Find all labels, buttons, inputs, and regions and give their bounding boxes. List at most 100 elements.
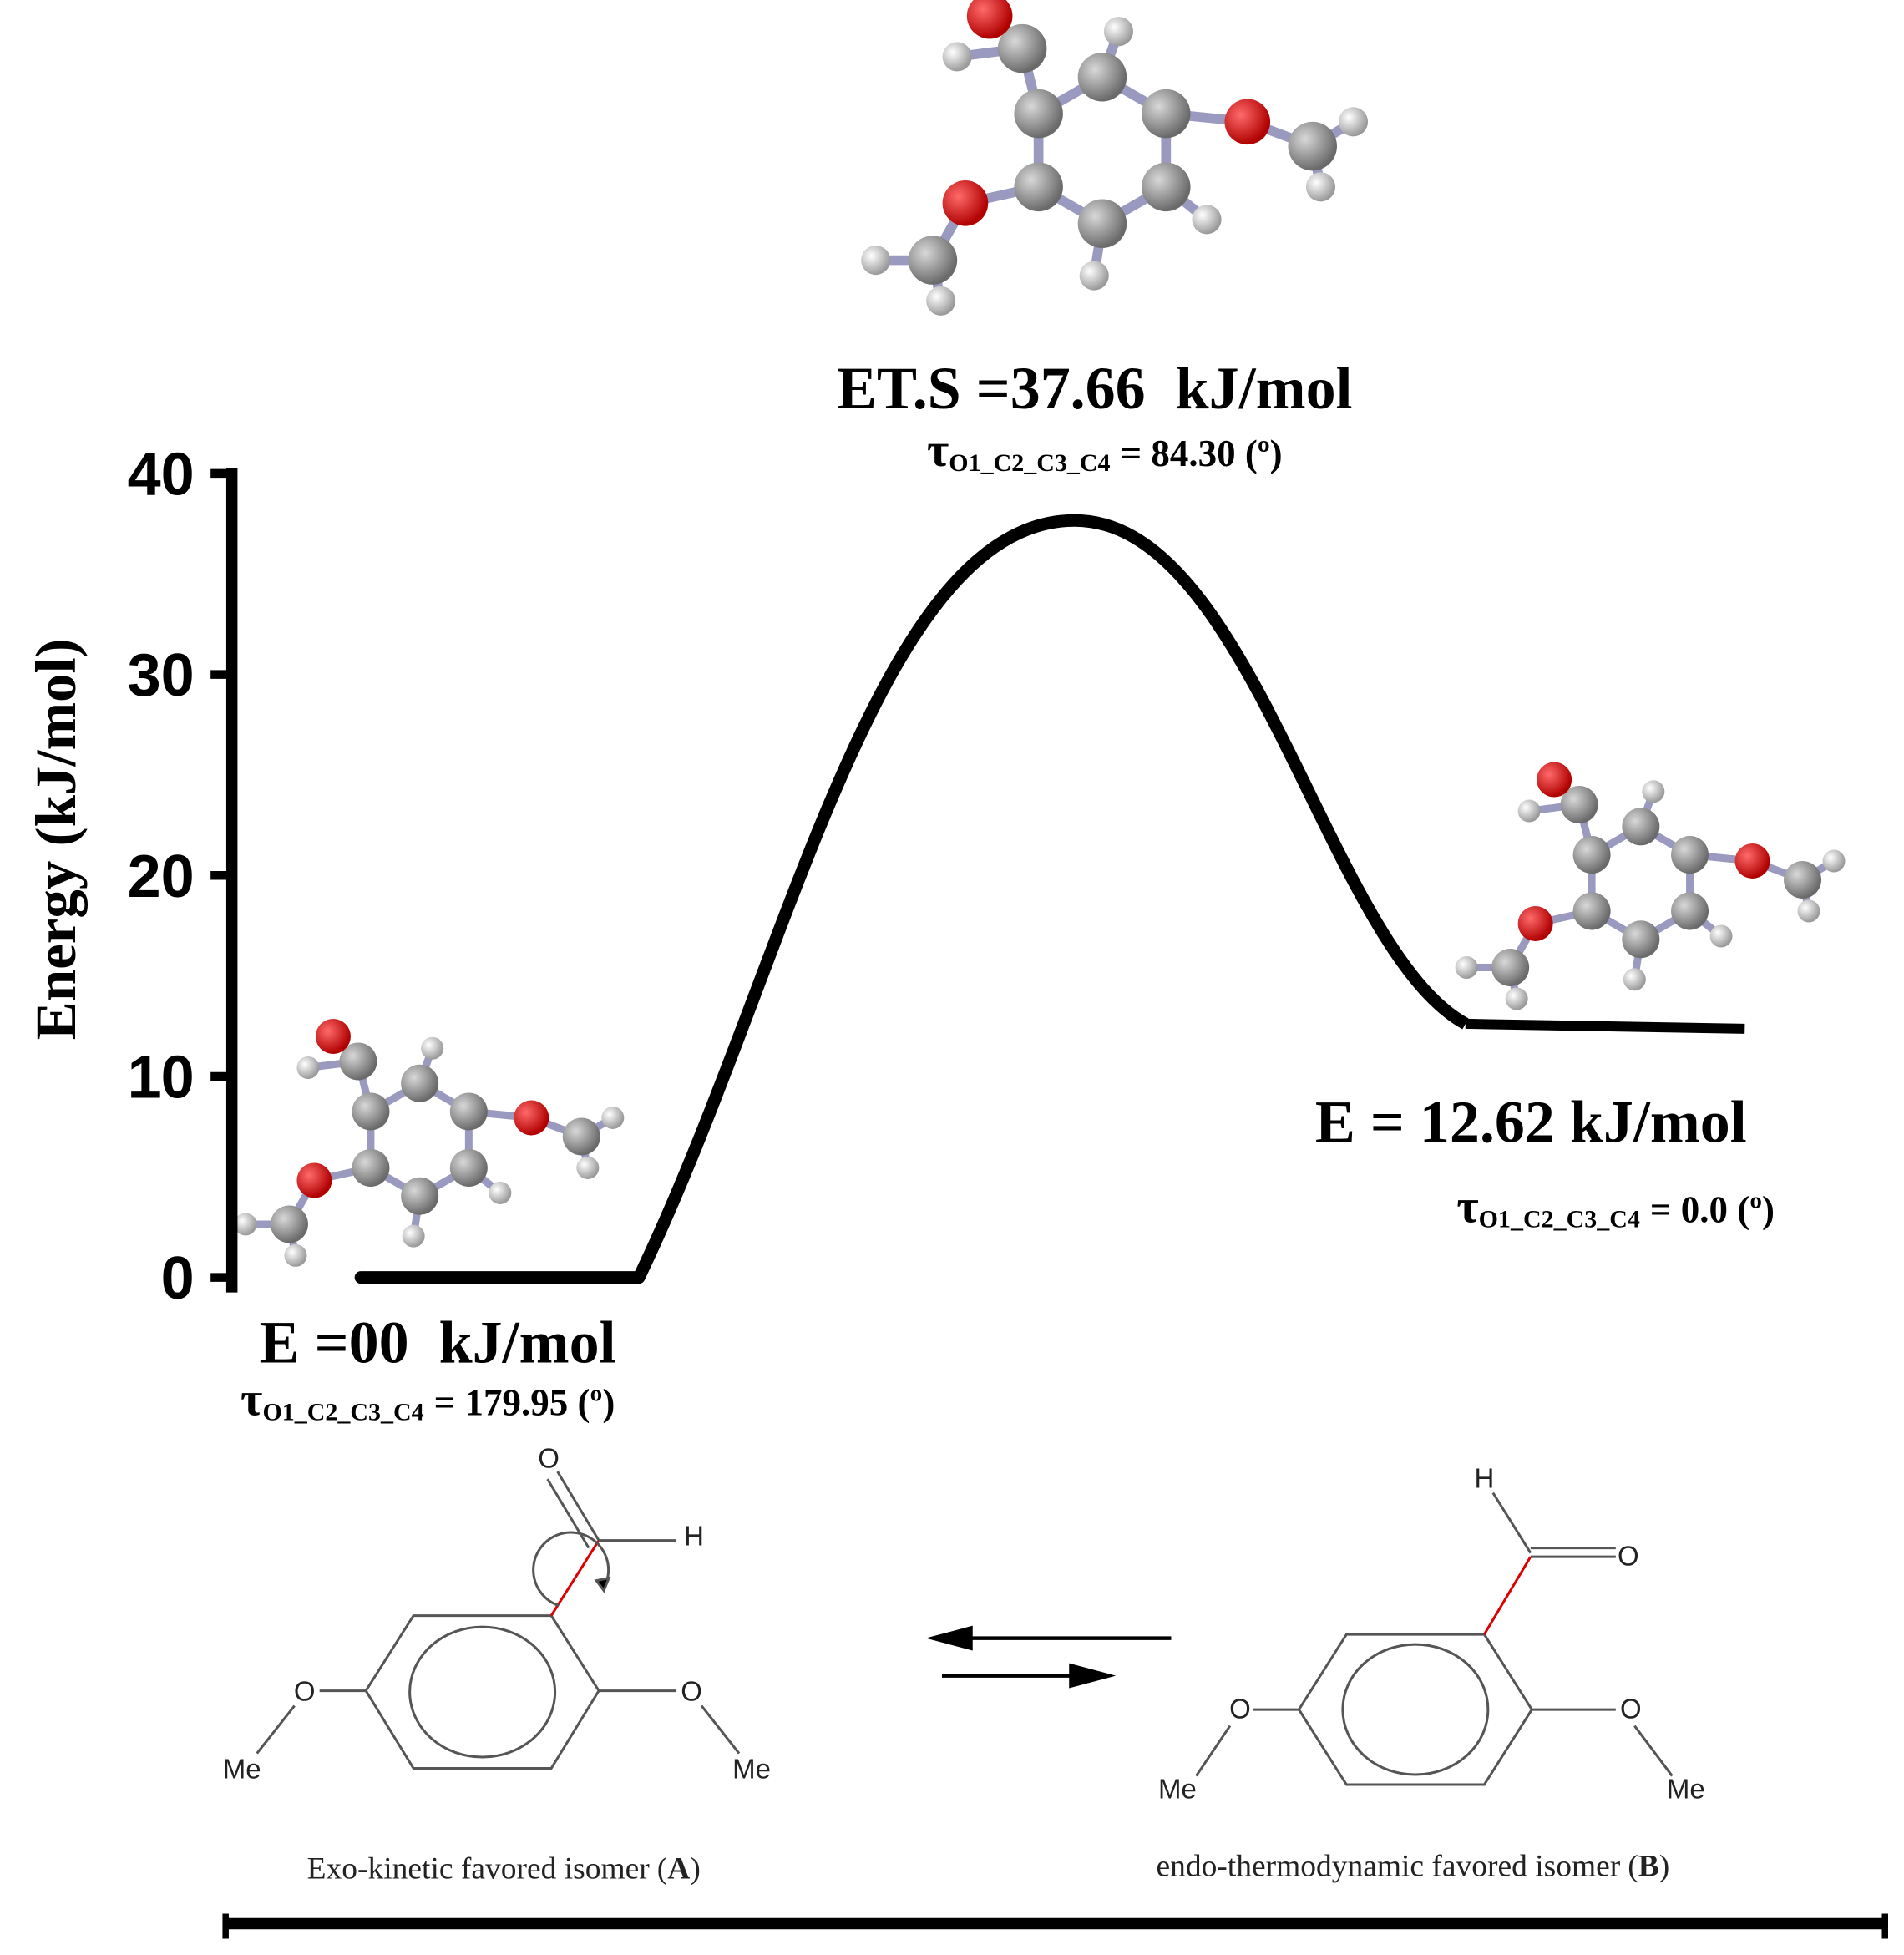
atom xyxy=(1784,861,1822,899)
atom-label: H xyxy=(684,1521,704,1552)
atom xyxy=(997,23,1047,73)
atom xyxy=(1709,924,1733,948)
atom xyxy=(601,1106,625,1129)
atom xyxy=(1797,899,1820,923)
atom xyxy=(1455,956,1478,979)
atom xyxy=(926,286,956,316)
y-tick-label: 10 xyxy=(128,1044,195,1111)
caption-text: endo-thermodynamic favored isomer xyxy=(1156,1850,1620,1884)
atom-label: O xyxy=(538,1443,560,1474)
y-axis-label: Energy (kJ/mol) xyxy=(24,638,88,1040)
energy-label: ET.S =37.66 kJ/mol xyxy=(837,355,1353,422)
atom xyxy=(1491,949,1530,986)
atom xyxy=(449,1148,488,1187)
structure-b xyxy=(1195,1492,1674,1786)
caption-tag: B xyxy=(1638,1850,1659,1884)
atom xyxy=(1077,52,1127,102)
atom-label: Me xyxy=(223,1754,261,1785)
caption-paren: ( xyxy=(657,1852,667,1887)
atom-label: O xyxy=(1618,1541,1639,1572)
torsion-value: = 84.30 (º) xyxy=(1121,433,1283,474)
atom-label: O xyxy=(1620,1694,1642,1725)
torsion-label: τO1_C2_C3_C4 = 179.95 (º) xyxy=(241,1374,615,1426)
caption-paren: ) xyxy=(690,1852,700,1887)
torsion-label: τO1_C2_C3_C4 = 0.0 (º) xyxy=(1456,1181,1775,1233)
atom xyxy=(1537,762,1572,798)
torsion-symbol: τ xyxy=(1456,1181,1478,1233)
atom xyxy=(1517,799,1541,823)
atom xyxy=(401,1064,439,1102)
energy-label: E =00 kJ/mol xyxy=(260,1309,616,1376)
caption-paren: ( xyxy=(1628,1850,1638,1884)
y-tick-label: 40 xyxy=(128,441,195,508)
caption-tag: A xyxy=(667,1852,690,1887)
atom xyxy=(1642,780,1665,803)
atom xyxy=(562,1117,600,1156)
atom xyxy=(1014,162,1063,212)
energy-label: E = 12.62 kJ/mol xyxy=(1315,1089,1747,1156)
energy-level xyxy=(1465,1018,1745,1034)
structure-a xyxy=(256,1471,741,1770)
atom-label: Me xyxy=(732,1754,771,1785)
atom xyxy=(861,246,891,276)
atom xyxy=(966,0,1013,39)
atom xyxy=(1671,892,1709,930)
atom xyxy=(352,1092,390,1131)
y-tick-label: 20 xyxy=(128,843,195,910)
atom xyxy=(296,1162,332,1198)
torsion-subscript: O1_C2_C3_C4 xyxy=(262,1399,423,1426)
isomer-caption: endo-thermodynamic favored isomer (B) xyxy=(1156,1850,1669,1884)
y-tick-label: 30 xyxy=(128,642,195,709)
atom xyxy=(1572,892,1611,930)
atom xyxy=(489,1181,512,1204)
transition-barrier xyxy=(633,514,1469,1280)
torsion-symbol: τ xyxy=(241,1374,262,1426)
atom xyxy=(1103,17,1134,47)
atom xyxy=(1622,920,1660,959)
atom xyxy=(942,180,989,226)
atom-label: Me xyxy=(1667,1774,1705,1805)
torsion-label: τO1_C2_C3_C4 = 84.30 (º) xyxy=(927,424,1283,477)
torsion-symbol: τ xyxy=(927,424,949,477)
atom xyxy=(1079,261,1109,291)
atom xyxy=(1142,89,1191,139)
isomer-caption: Exo-kinetic favored isomer (A) xyxy=(307,1852,701,1887)
atom xyxy=(296,1056,320,1079)
atom-label: H xyxy=(1474,1463,1494,1494)
atom xyxy=(449,1092,488,1131)
atom xyxy=(1224,99,1271,145)
atom xyxy=(1517,906,1553,942)
y-tick-label: 0 xyxy=(161,1245,195,1312)
atom xyxy=(1622,808,1660,846)
atom-label: Me xyxy=(1158,1774,1197,1805)
atom xyxy=(421,1036,444,1060)
atom xyxy=(942,42,972,72)
atom xyxy=(234,1213,257,1236)
atom xyxy=(908,236,958,285)
caption-text: Exo-kinetic favored isomer xyxy=(307,1852,651,1887)
atom-label: O xyxy=(1229,1694,1251,1725)
atom-label: O xyxy=(294,1676,316,1707)
atom xyxy=(1338,107,1369,137)
caption-paren: ) xyxy=(1659,1850,1669,1884)
atom xyxy=(1142,162,1191,212)
equilibrium-arrows xyxy=(925,1625,1172,1689)
atom xyxy=(1305,172,1336,202)
molecule-models xyxy=(234,0,1846,1267)
atom xyxy=(1014,89,1063,139)
atom xyxy=(1623,968,1646,991)
atom xyxy=(270,1205,308,1243)
atom xyxy=(1822,849,1846,873)
atom xyxy=(1077,199,1127,248)
atom xyxy=(514,1100,549,1136)
atom xyxy=(352,1148,390,1187)
atom xyxy=(1192,205,1222,235)
atom xyxy=(1560,786,1598,824)
torsion-subscript: O1_C2_C3_C4 xyxy=(1479,1206,1640,1233)
atom xyxy=(339,1042,377,1081)
atom xyxy=(402,1224,425,1248)
atom-label: O xyxy=(681,1676,702,1707)
atom xyxy=(1572,836,1611,874)
atom xyxy=(315,1018,351,1054)
